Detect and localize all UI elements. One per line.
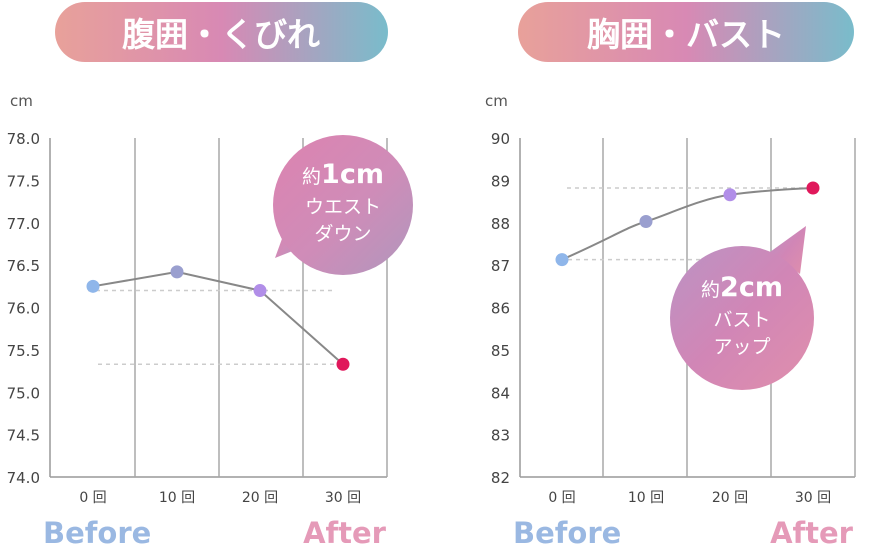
data-point [806,181,820,195]
data-point [86,279,100,293]
bubble-line-2: ダウン [314,223,371,245]
y-tick-label: 77.5 [7,172,40,190]
y-tick-label: 76.0 [7,300,40,318]
x-tick-label: 10 回 [628,490,664,506]
before-label: Before [43,516,151,546]
after-label: After [770,516,854,546]
data-point [555,253,569,267]
bubble-amount: 1cm [321,159,384,190]
x-tick-label: 20 回 [242,490,278,506]
y-tick-label: 86 [491,300,510,318]
y-tick-label: 74.0 [7,469,40,487]
after-label: After [303,516,387,546]
bubble-headline: 約2cm [701,272,783,303]
bubble-circle [670,246,814,390]
y-tick-label: 87 [491,257,510,275]
bubble-line-2: アップ [713,336,770,358]
y-tick-label: 75.0 [7,384,40,402]
bubble-prefix: 約 [701,279,720,301]
bubble-circle [273,135,413,275]
x-tick-label: 30 回 [325,490,361,506]
x-tick-label: 0 回 [79,490,106,506]
y-tick-label: 90 [491,130,510,148]
y-tick-label: 75.5 [7,342,40,360]
x-tick-label: 10 回 [159,490,195,506]
bubble-headline: 約1cm [302,159,384,190]
y-tick-label: 83 [491,427,510,445]
chart-title: 腹囲・くびれ [122,15,320,54]
title-pill [55,2,388,62]
unit-label: cm [10,92,33,110]
y-tick-label: 74.5 [7,427,40,445]
y-tick-label: 77.0 [7,215,40,233]
y-tick-label: 78.0 [7,130,40,148]
y-tick-label: 88 [491,215,510,233]
chart-panel-2: 胸囲・バスト cm 90 89 88 87 86 85 84 83 82 0 回 10 回 20 回 30 … [485,2,856,546]
y-tick-label: 85 [491,342,510,360]
x-tick-label: 30 回 [795,490,831,506]
x-tick-label: 20 回 [712,490,748,506]
chart-title: 胸囲・バスト [587,15,785,54]
bubble-line-1: バスト [713,309,770,331]
bubble-prefix: 約 [302,166,321,188]
data-point [253,284,267,298]
bubble-line-1: ウエスト [305,196,381,218]
x-tick-label: 0 回 [548,490,575,506]
y-tick-label: 82 [491,469,510,487]
data-point [639,214,653,228]
data-point [723,188,737,202]
series-line [561,187,814,261]
bubble-tail [770,226,806,274]
y-tick-label: 76.5 [7,257,40,275]
data-point [336,357,350,371]
title-pill [518,2,854,62]
series-line [92,270,344,366]
data-point [170,265,184,279]
bubble-amount: 2cm [720,272,783,303]
y-tick-label: 89 [491,172,510,190]
before-label: Before [513,516,621,546]
chart-panel-1: 腹囲・くびれ cm 78.0 77.5 77.0 76.5 76.0 75.5 75.0 74.5… [7,2,413,546]
y-tick-label: 84 [491,384,510,402]
unit-label: cm [485,92,508,110]
